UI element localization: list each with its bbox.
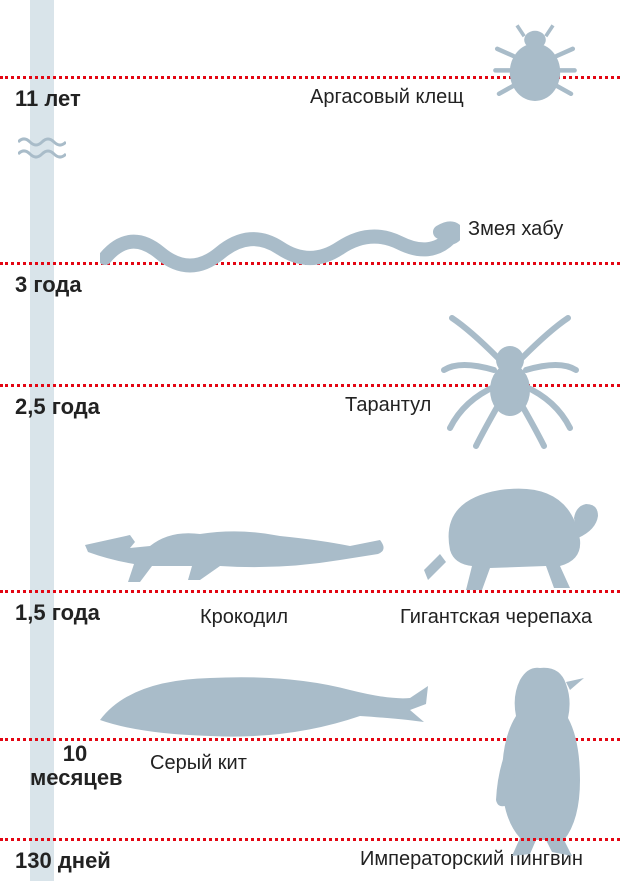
animal-label-crocodile: Крокодил <box>200 606 288 629</box>
animal-label-whale: Серый кит <box>150 752 247 775</box>
tick-silhouette <box>490 20 580 110</box>
time-label: 11 лет <box>15 86 81 112</box>
snake-silhouette <box>100 218 460 278</box>
animal-label-tick: Аргасовый клещ <box>310 86 464 109</box>
spider-silhouette <box>440 310 580 450</box>
time-label: 3 года <box>15 272 82 298</box>
whale-silhouette <box>90 660 430 750</box>
timeline-break-wave <box>18 136 66 160</box>
time-label: 130 дней <box>15 848 111 874</box>
tortoise-silhouette <box>420 470 600 600</box>
divider-line <box>0 838 620 841</box>
penguin-silhouette <box>480 660 600 860</box>
animal-label-tortoise: Гигантская черепаха <box>400 606 592 629</box>
crocodile-silhouette <box>80 490 390 590</box>
animal-label-spider: Тарантул <box>345 394 431 417</box>
time-label: 2,5 года <box>15 394 100 420</box>
animal-label-snake: Змея хабу <box>468 218 563 241</box>
time-label: 1,5 года <box>15 600 100 626</box>
